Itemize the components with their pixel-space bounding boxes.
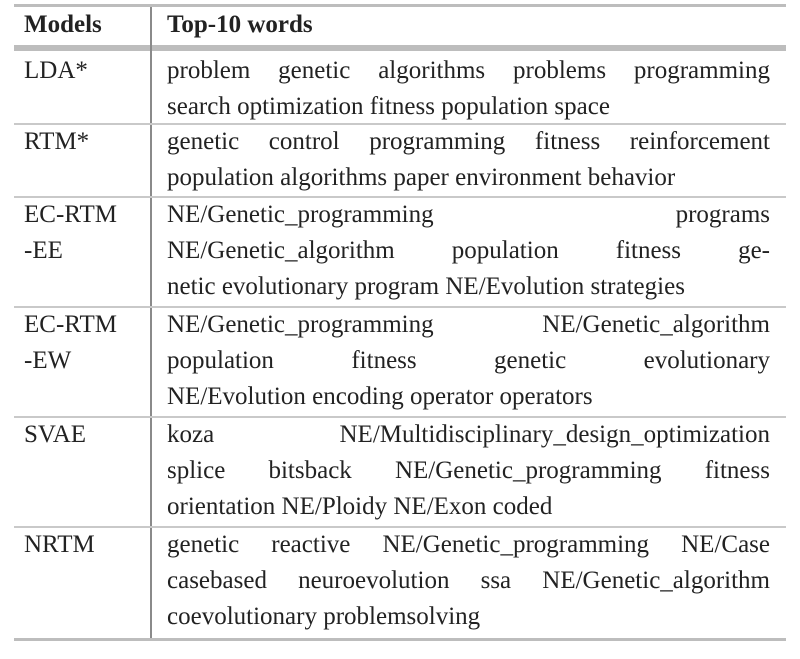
model-line: LDA* (24, 57, 88, 84)
top-words-ec-rtm-ee: NE/Genetic_programming programs NE/Genet… (167, 197, 770, 305)
word-line: NE/Genetic_programming programs (167, 201, 770, 228)
row-separator (14, 123, 786, 125)
model-line: EC-RTM (24, 201, 117, 228)
model-line: NRTM (24, 531, 95, 558)
word-line: search optimization fitness population s… (167, 93, 610, 120)
table-bottom-rule (14, 638, 786, 641)
word-line: NE/Evolution encoding operator operators (167, 383, 593, 410)
model-name-svae: SVAE (24, 417, 86, 453)
word-line: population algorithms paper environment … (167, 164, 676, 191)
word-line: casebased neuroevolution ssa NE/Genetic_… (167, 567, 770, 594)
model-line: EC-RTM (24, 311, 117, 338)
word-line: population fitness genetic evolutionary (167, 347, 770, 374)
model-line: RTM* (24, 128, 90, 155)
top-words-nrtm: genetic reactive NE/Genetic_programming … (167, 527, 770, 635)
model-name-rtm: RTM* (24, 124, 89, 160)
model-name-lda: LDA* (24, 53, 88, 89)
top-words-lda: problem genetic algorithms problems prog… (167, 53, 770, 125)
word-line: orientation NE/Ploidy NE/Exon coded (167, 493, 553, 520)
top-words-svae: koza NE/Multidisciplinary_design_optimiz… (167, 417, 770, 525)
row-separator (14, 196, 786, 198)
header-models: Models (24, 11, 102, 38)
model-name-ec-rtm-ew: EC-RTM -EW (24, 307, 117, 379)
model-name-nrtm: NRTM (24, 527, 95, 563)
word-line: coevolutionary problemsolving (167, 603, 481, 630)
row-separator (14, 526, 786, 528)
word-line: netic evolutionary program NE/Evolution … (167, 273, 685, 300)
top-words-rtm: genetic control programming fitness rein… (167, 124, 770, 196)
row-separator (14, 306, 786, 308)
model-line: -EE (24, 237, 63, 264)
word-line: NE/Genetic_algorithm population fitness … (167, 237, 770, 264)
word-line: koza NE/Multidisciplinary_design_optimiz… (167, 421, 770, 448)
model-line: -EW (24, 347, 72, 374)
top-words-ec-rtm-ew: NE/Genetic_programming NE/Genetic_algori… (167, 307, 770, 415)
word-line: genetic control programming fitness rein… (167, 128, 770, 155)
word-line: genetic reactive NE/Genetic_programming … (167, 531, 770, 558)
column-divider (150, 7, 152, 638)
model-name-ec-rtm-ee: EC-RTM -EE (24, 197, 117, 269)
header-top-words: Top-10 words (167, 11, 313, 38)
word-line: splice bitsback NE/Genetic_programming f… (167, 457, 770, 484)
row-separator (14, 416, 786, 418)
table-header-rule (14, 45, 786, 51)
table-top-rule (14, 4, 786, 7)
word-line: NE/Genetic_programming NE/Genetic_algori… (167, 311, 770, 338)
word-line: problem genetic algorithms problems prog… (167, 57, 770, 84)
model-line: SVAE (24, 421, 87, 448)
